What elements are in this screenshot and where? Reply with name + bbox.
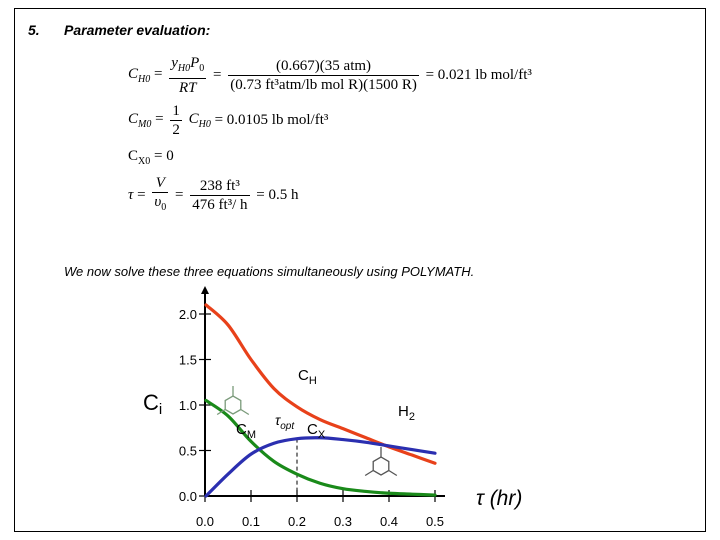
substituent	[240, 408, 250, 416]
x-tick-label: 0.5	[426, 514, 444, 529]
equation-ch0: CH0 = yH0P0 RT = (0.667)(35 atm) (0.73 f…	[128, 55, 532, 96]
y-tick-label: 0.5	[179, 444, 197, 459]
chart-labels: CH H2 CM CX τopt Ci τ (hr)	[143, 367, 522, 510]
y-tick-label: 1.0	[179, 398, 197, 413]
slide-frame	[14, 8, 706, 532]
x-tick-label: 0.0	[196, 514, 214, 529]
series-line-c-x	[204, 436, 437, 498]
substituent	[388, 469, 398, 477]
molecule-sketches	[216, 386, 398, 477]
label-ch: CH	[298, 367, 317, 387]
section-number: 5.	[28, 22, 40, 38]
polymath-note: We now solve these three equations simul…	[64, 264, 475, 279]
section-title: Parameter evaluation:	[64, 22, 211, 38]
xylene-molecule-icon	[364, 447, 398, 477]
y-tick-label: 1.5	[179, 353, 197, 368]
fraction-yp-rt: yH0P0 RT	[169, 55, 207, 96]
label-cx: CX	[307, 421, 326, 441]
fraction-numeric: (0.667)(35 atm) (0.73 ft³atm/lb mol R)(1…	[228, 58, 419, 93]
label-h2: H2	[398, 403, 415, 423]
y-tick-label: 2.0	[179, 307, 197, 322]
x-tick-label: 0.4	[380, 514, 398, 529]
series-line-c-m	[204, 398, 437, 497]
equation-cx0: CX0 = 0	[128, 148, 174, 167]
substituent	[364, 469, 374, 477]
equation-tau: τ = V υ0 = 238 ft³ 476 ft³/ h = 0.5 h	[128, 174, 299, 217]
chart-series	[204, 303, 437, 498]
y-tick-label: 0.0	[179, 489, 197, 504]
substituent	[216, 408, 226, 416]
x-axis-label: τ (hr)	[476, 487, 522, 510]
fraction-volumes: 238 ft³ 476 ft³/ h	[190, 178, 250, 213]
label-tau-opt: τopt	[275, 412, 295, 432]
chart-axes: 0.0 0.5 1.0 1.5 2.0 0.0 0.1 0.2 0.3 0.4 0.5	[179, 286, 445, 529]
label-cm: CM	[236, 421, 256, 441]
y-axis-label: Ci	[143, 390, 162, 418]
series-line-c-h	[204, 303, 437, 465]
mesitylene-molecule-icon	[216, 386, 250, 416]
ring	[224, 395, 242, 415]
fraction-v-v0: V υ0	[152, 175, 169, 213]
equation-cm0: CM0 = 1 2 CH0 = 0.0105 lb mol/ft³	[128, 103, 329, 138]
x-tick-label: 0.3	[334, 514, 352, 529]
x-tick-label: 0.2	[288, 514, 306, 529]
x-tick-label: 0.1	[242, 514, 260, 529]
y-axis-arrow	[201, 286, 209, 294]
fraction-half: 1 2	[170, 103, 182, 138]
ring	[372, 456, 390, 476]
